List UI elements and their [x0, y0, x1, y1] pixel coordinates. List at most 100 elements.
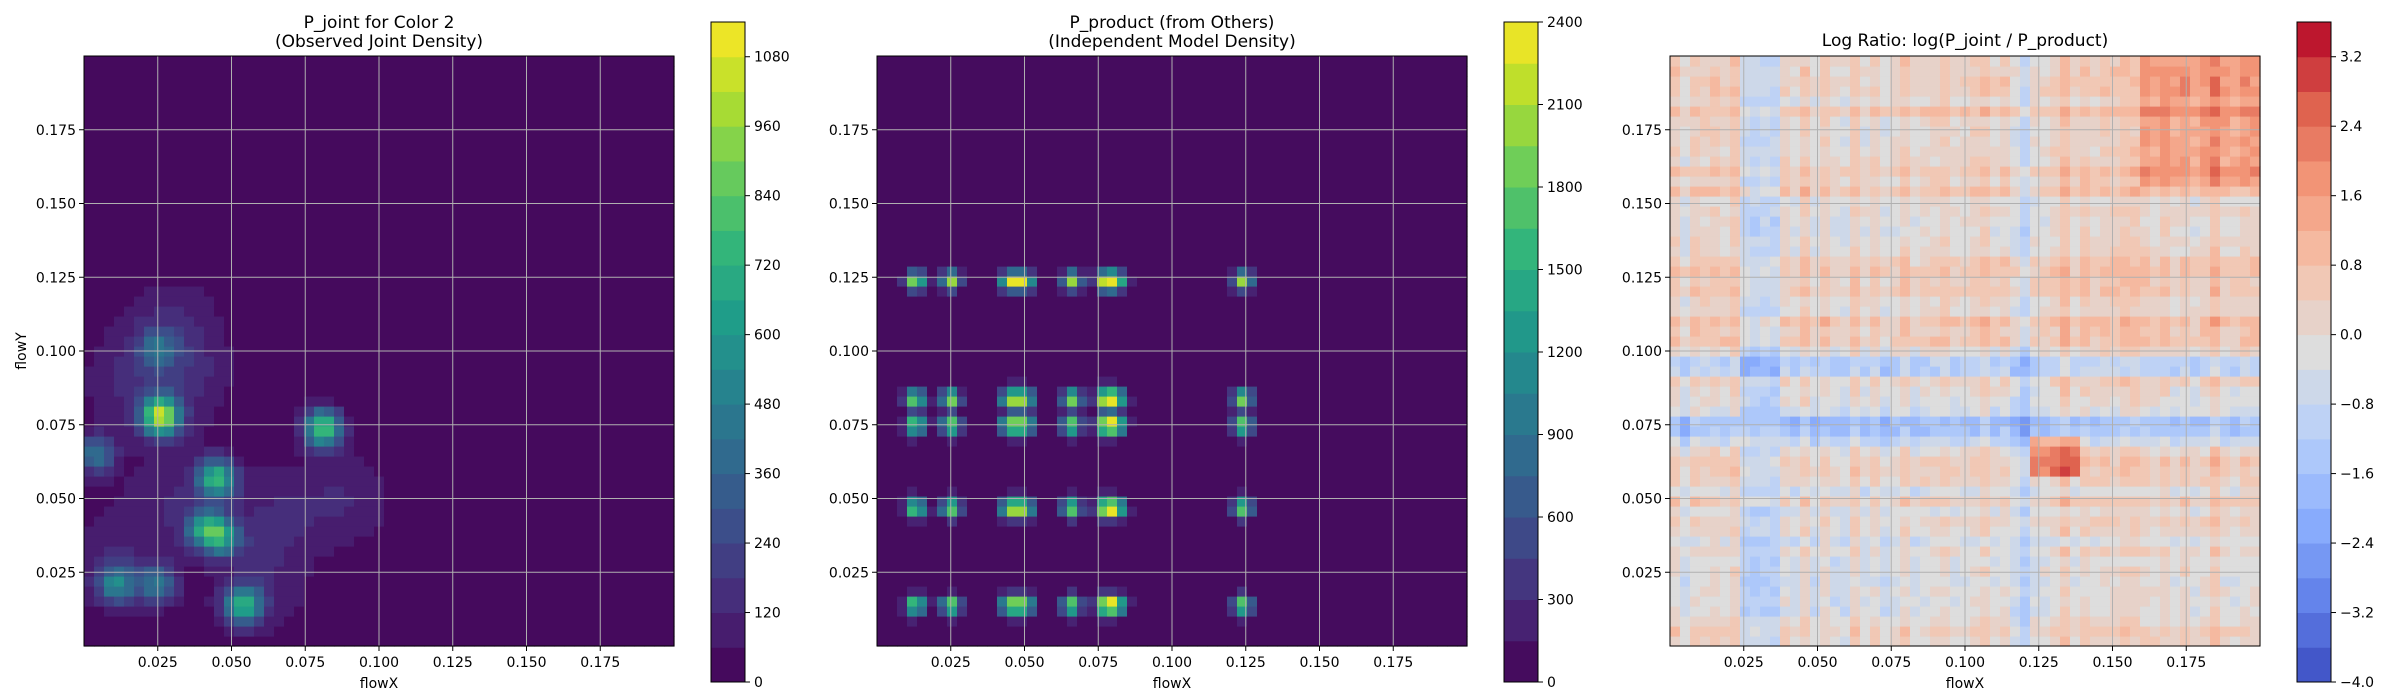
- heatmap-cell: [1057, 286, 1068, 297]
- heatmap-cell: [554, 236, 565, 247]
- heatmap-cell: [104, 126, 115, 137]
- heatmap-cell: [624, 456, 635, 467]
- heatmap-cell: [334, 186, 345, 197]
- heatmap-cell: [474, 506, 485, 517]
- heatmap-cell: [564, 356, 575, 367]
- heatmap-cell: [664, 266, 675, 277]
- heatmap-cell: [987, 286, 998, 297]
- heatmap-cell: [1087, 166, 1098, 177]
- heatmap-cell: [114, 586, 125, 597]
- heatmap-cell: [234, 486, 245, 497]
- heatmap-cell: [394, 86, 405, 97]
- heatmap-cell: [1067, 86, 1078, 97]
- heatmap-cell: [224, 546, 235, 557]
- heatmap-cell: [404, 426, 415, 437]
- heatmap-cell: [524, 66, 535, 77]
- heatmap-cell: [947, 566, 958, 577]
- heatmap-cell: [394, 526, 405, 537]
- heatmap-cell: [284, 296, 295, 307]
- heatmap-cell: [204, 506, 215, 517]
- heatmap-cell: [1057, 166, 1068, 177]
- heatmap-cell: [634, 466, 645, 477]
- heatmap-cell: [294, 446, 305, 457]
- heatmap-cell: [394, 326, 405, 337]
- heatmap-cell: [94, 146, 105, 157]
- heatmap-cell: [877, 86, 888, 97]
- heatmap-cell: [224, 626, 235, 637]
- heatmap-cell: [1037, 226, 1048, 237]
- heatmap-cell: [1067, 236, 1078, 247]
- heatmap-cell: [394, 196, 405, 207]
- heatmap-cell: [544, 516, 555, 527]
- heatmap-cell: [574, 366, 585, 377]
- heatmap-cell: [124, 416, 135, 427]
- heatmap-cell: [364, 596, 375, 607]
- heatmap-cell: [394, 496, 405, 507]
- heatmap-cell: [654, 256, 665, 267]
- heatmap-cell: [244, 496, 255, 507]
- heatmap-cell: [1017, 186, 1028, 197]
- heatmap-cell: [997, 566, 1008, 577]
- heatmap-cell: [444, 406, 455, 417]
- heatmap-cell: [84, 266, 95, 277]
- heatmap-cell: [94, 166, 105, 177]
- heatmap-cell: [614, 536, 625, 547]
- heatmap-cell: [957, 226, 968, 237]
- heatmap-cell: [1077, 466, 1088, 477]
- heatmap-cell: [554, 256, 565, 267]
- heatmap-cell: [997, 506, 1008, 517]
- heatmap-cell: [564, 546, 575, 557]
- heatmap-cell: [454, 466, 465, 477]
- heatmap-cell: [1087, 146, 1098, 157]
- heatmap-cell: [584, 106, 595, 117]
- heatmap-cell: [124, 176, 135, 187]
- heatmap-cell: [967, 136, 978, 147]
- heatmap-cell: [104, 206, 115, 217]
- heatmap-cell: [634, 516, 645, 527]
- heatmap-cell: [494, 526, 505, 537]
- heatmap-cell: [544, 56, 555, 67]
- heatmap-cell: [134, 606, 145, 617]
- heatmap-cell: [1037, 636, 1048, 647]
- heatmap-cell: [604, 56, 615, 67]
- heatmap-cell: [154, 476, 165, 487]
- heatmap-cell: [344, 286, 355, 297]
- heatmap-cell: [94, 386, 105, 397]
- heatmap-cell: [394, 476, 405, 487]
- heatmap-cell: [304, 216, 315, 227]
- heatmap-cell: [524, 116, 535, 127]
- heatmap-cell: [544, 96, 555, 107]
- heatmap-cell: [194, 426, 205, 437]
- heatmap-cell: [294, 376, 305, 387]
- heatmap-cell: [484, 236, 495, 247]
- heatmap-cell: [604, 96, 615, 107]
- heatmap-cell: [264, 316, 275, 327]
- heatmap-cell: [604, 376, 615, 387]
- heatmap-cell: [454, 316, 465, 327]
- heatmap-cell: [634, 306, 645, 317]
- heatmap-cell: [304, 166, 315, 177]
- heatmap-cell: [554, 496, 565, 507]
- heatmap-cell: [294, 356, 305, 367]
- heatmap-cell: [114, 626, 125, 637]
- heatmap-cell: [464, 446, 475, 457]
- heatmap-cell: [494, 576, 505, 587]
- heatmap-cell: [364, 386, 375, 397]
- heatmap-cell: [414, 636, 425, 647]
- heatmap-cell: [877, 296, 888, 307]
- heatmap-cell: [414, 316, 425, 327]
- heatmap-cell: [967, 186, 978, 197]
- heatmap-cell: [564, 436, 575, 447]
- heatmap-cell: [244, 456, 255, 467]
- heatmap-cell: [494, 636, 505, 647]
- heatmap-cell: [1077, 236, 1088, 247]
- heatmap-cell: [434, 526, 445, 537]
- heatmap-cell: [574, 106, 585, 117]
- heatmap-cell: [1087, 296, 1098, 307]
- heatmap-cell: [94, 306, 105, 317]
- heatmap-cell: [104, 366, 115, 377]
- heatmap-cell: [334, 316, 345, 327]
- heatmap-cell: [494, 536, 505, 547]
- heatmap-cell: [104, 566, 115, 577]
- heatmap-cell: [294, 626, 305, 637]
